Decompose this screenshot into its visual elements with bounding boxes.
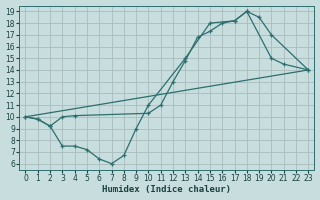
X-axis label: Humidex (Indice chaleur): Humidex (Indice chaleur) — [102, 185, 231, 194]
